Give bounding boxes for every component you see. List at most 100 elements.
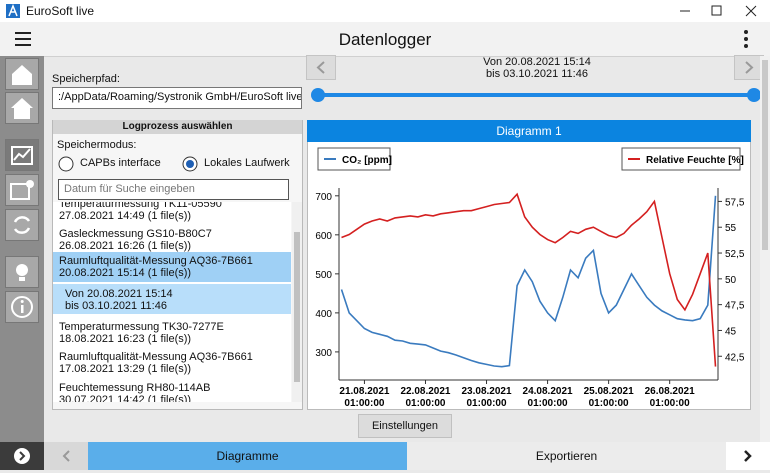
log-item-date: 18.08.2021 16:23 (1 file(s)) [59, 333, 192, 345]
log-item[interactable]: Temperaturmessung TK11-05590 27.08.2021 1… [53, 202, 291, 222]
log-item-name: Temperaturmessung TK30-7277E [59, 321, 224, 333]
prev-range-button[interactable] [306, 55, 336, 80]
data-line [340, 195, 717, 368]
y-tick-label: 300 [315, 348, 332, 359]
x-tick-label-line: 21.08.2021 [339, 386, 389, 397]
window-title: EuroSoft live [26, 4, 95, 18]
legend-box [317, 147, 391, 171]
tab-next[interactable] [726, 442, 770, 470]
home-config-button[interactable] [5, 58, 39, 90]
info-button[interactable] [5, 291, 39, 323]
x-tick-label-line: 24.08.2021 [523, 386, 573, 397]
y2-tick-label: 42,5 [725, 352, 745, 363]
legend: CO₂ [ppm] [317, 147, 392, 171]
sync-button[interactable] [5, 209, 39, 241]
x-tick-label-line: 22.08.2021 [400, 386, 450, 397]
log-item-date: 20.08.2021 15:14 (1 file(s)) [59, 267, 192, 279]
app-icon [6, 4, 20, 18]
x-tick-label-line: 26.08.2021 [645, 386, 695, 397]
y-tick-label: 600 [315, 231, 332, 242]
y2-tick-label: 57,5 [725, 197, 745, 208]
log-item-date: 17.08.2021 13:29 (1 file(s)) [59, 363, 192, 375]
tab[interactable]: Exportieren [407, 442, 726, 470]
log-item-name: Temperaturmessung TK11-05590 [59, 202, 222, 210]
y2-tick-label: 55 [725, 223, 737, 234]
log-item-detail[interactable]: Von 20.08.2021 15:14 bis 03.10.2021 11:46 [53, 284, 291, 314]
legend-label: CO₂ [ppm] [342, 155, 392, 166]
x-tick-label-line: 25.08.2021 [584, 386, 634, 397]
x-tick-label-line: 01:00:00 [528, 398, 568, 409]
log-item-name: Feuchtemessung RH80-114AB [59, 382, 211, 394]
y-tick-label: 400 [315, 309, 332, 320]
log-item-date: 27.08.2021 14:49 (1 file(s)) [59, 210, 192, 222]
legend-box [621, 147, 741, 171]
settings-button[interactable]: Einstellungen [358, 414, 452, 438]
x-tick-label: 24.08.2021 01:00:00 [523, 386, 573, 409]
log-list: Temperaturmessung TK11-05590 27.08.2021 1… [53, 202, 291, 402]
radio[interactable] [182, 155, 200, 173]
range-to: bis 03.10.2021 11:46 [486, 68, 588, 80]
radio[interactable] [58, 155, 76, 173]
log-item-date: 26.08.2021 16:26 (1 file(s)) [59, 240, 192, 252]
x-tick-label-line: 01:00:00 [344, 398, 384, 409]
log-item[interactable]: Feuchtemessung RH80-114AB 30.07.2021 14:4… [53, 379, 291, 402]
radio-label: CAPBs interface [80, 157, 161, 169]
log-item[interactable]: Gasleckmessung GS10-B80C7 26.08.2021 16:2… [53, 225, 291, 252]
x-tick-label-line: 01:00:00 [589, 398, 629, 409]
legend-label: Relative Feuchte [%] [646, 155, 744, 166]
title-bar: EuroSoft live [0, 0, 770, 22]
tab[interactable]: Diagramme [88, 442, 407, 470]
chart-title: Diagramm 1 [307, 120, 751, 142]
log-item-date: 30.07.2021 14:42 (1 file(s)) [59, 394, 192, 402]
chart-settings-button[interactable] [5, 174, 39, 206]
radio-label: Lokales Laufwerk [204, 157, 290, 169]
log-item[interactable]: Raumluftqualität-Messung AQ36-7B661 20.08… [53, 252, 291, 282]
log-item[interactable]: Temperaturmessung TK30-7277E 18.08.2021 1… [53, 318, 291, 345]
legend: Relative Feuchte [%] [621, 147, 744, 171]
chart: 300 400 500 600 700 42,5 45 47,5 50 52,5 55 57,5 21.… [315, 147, 745, 409]
tab-prev[interactable] [44, 442, 88, 470]
log-item[interactable]: Raumluftqualität-Messung AQ36-7B661 17.08… [53, 348, 291, 375]
tips-button[interactable] [5, 256, 39, 288]
x-tick-label-line: 01:00:00 [467, 398, 507, 409]
header-bar: Datenlogger [0, 22, 770, 57]
home-button[interactable] [5, 92, 39, 124]
x-tick-label: 22.08.2021 01:00:00 [400, 386, 450, 409]
page-scrollbar[interactable] [760, 56, 770, 442]
path-label: Speicherpfad: [52, 73, 120, 85]
detail-line: Von 20.08.2021 15:14 [65, 288, 173, 300]
y2-tick-label: 45 [725, 326, 737, 337]
x-tick-label-line: 23.08.2021 [461, 386, 511, 397]
log-item-name: Raumluftqualität-Messung AQ36-7B661 [59, 351, 253, 363]
range-slider[interactable] [308, 86, 764, 104]
page-title: Datenlogger [338, 30, 432, 49]
x-tick-label: 23.08.2021 01:00:00 [461, 386, 511, 409]
x-tick-label: 21.08.2021 01:00:00 [339, 386, 389, 409]
data-line [341, 192, 717, 367]
x-tick-label: 26.08.2021 01:00:00 [645, 386, 695, 409]
sidebar [0, 56, 44, 442]
list-scrollbar[interactable] [292, 202, 302, 402]
range-from: Von 20.08.2021 15:14 [483, 56, 591, 68]
y-tick-label: 700 [315, 192, 332, 203]
range-display: Von 20.08.2021 15:14 bis 03.10.2021 11:4… [340, 56, 734, 80]
more-button[interactable] [742, 29, 750, 49]
next-range-button[interactable] [734, 55, 764, 80]
detail-line: bis 03.10.2021 11:46 [65, 300, 167, 312]
x-tick-label-line: 01:00:00 [405, 398, 445, 409]
y2-tick-label: 50 [725, 275, 737, 286]
expand-sidebar[interactable] [0, 442, 44, 470]
y2-tick-label: 52,5 [725, 249, 745, 260]
log-panel-title: Logprozess auswählen [53, 120, 302, 134]
datalogger-button[interactable] [5, 139, 39, 171]
window-controls[interactable] [660, 0, 770, 22]
x-tick-label-line: 01:00:00 [650, 398, 690, 409]
y-tick-label: 500 [315, 270, 332, 281]
y2-tick-label: 47,5 [725, 301, 745, 312]
search-input[interactable]: Datum für Suche eingeben [58, 179, 289, 200]
path-input[interactable]: :/AppData/Roaming/Systronik GmbH/EuroSof… [52, 87, 302, 109]
menu-button[interactable] [14, 31, 32, 47]
log-item-name: Raumluftqualität-Messung AQ36-7B661 [59, 255, 253, 267]
mode-label: Speichermodus: [57, 139, 137, 151]
